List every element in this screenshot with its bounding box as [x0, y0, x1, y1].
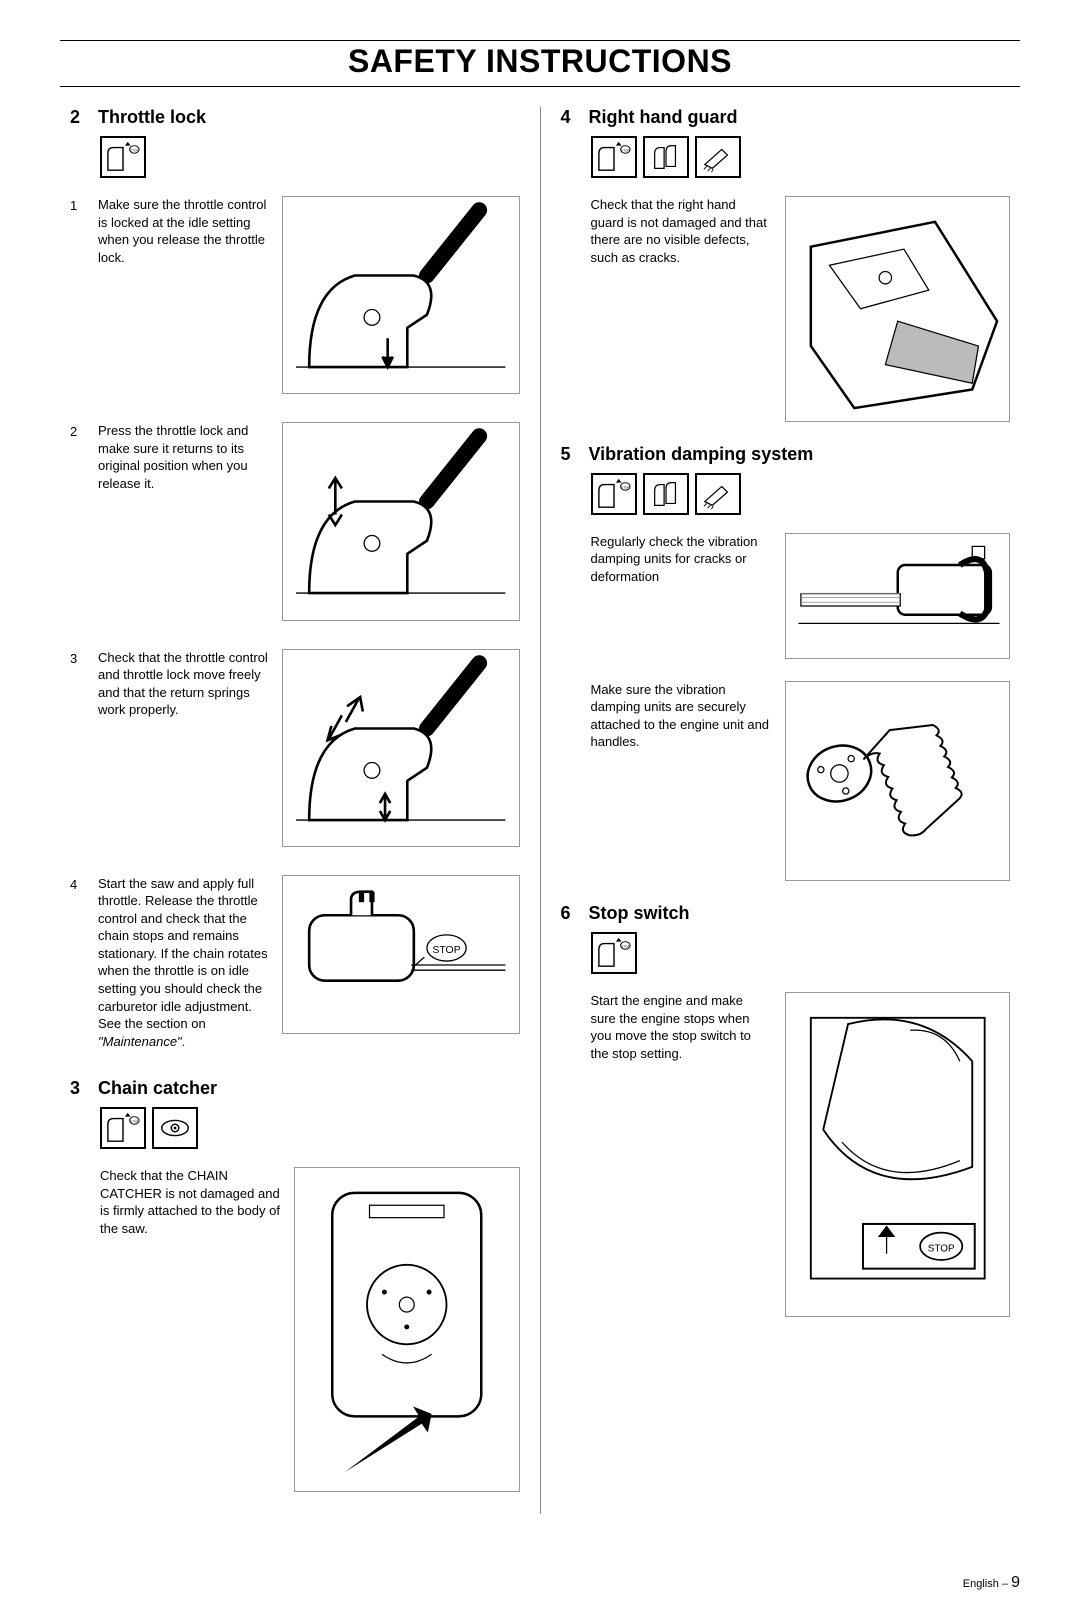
section-number: 5 — [561, 444, 575, 465]
throttle-figure-1 — [282, 196, 520, 394]
page-footer: English – 9 — [60, 1574, 1020, 1592]
throttle-figure-3 — [282, 649, 520, 847]
throttle-item-1: 1 Make sure the throttle control is lock… — [70, 196, 520, 394]
section-4-heading: 4 Right hand guard — [561, 107, 1011, 128]
vibration-figure-1 — [785, 533, 1011, 659]
svg-text:STOP: STOP — [927, 1244, 954, 1255]
vibration-text-1: Regularly check the vibration damping un… — [591, 533, 771, 586]
section-title: Vibration damping system — [589, 444, 814, 465]
section-4-icons: STOP — [591, 136, 1011, 178]
section-number: 4 — [561, 107, 575, 128]
right-column: 4 Right hand guard STOP Check that the r… — [541, 107, 1021, 1514]
footer-language: English – — [963, 1578, 1011, 1590]
item-text: Check that the throttle control and thro… — [98, 649, 268, 719]
section-3-heading: 3 Chain catcher — [70, 1078, 520, 1099]
throttle-item-3: 3 Check that the throttle control and th… — [70, 649, 520, 847]
brush-clean-icon — [695, 473, 741, 515]
stop-switch-figure: STOP — [785, 992, 1011, 1317]
item-text: Start the saw and apply full throttle. R… — [98, 875, 268, 1050]
manual-stop-icon: STOP — [591, 932, 637, 974]
item-text: Make sure the throttle control is locked… — [98, 196, 268, 266]
two-column-layout: 2 Throttle lock STOP 1 Make sure the thr… — [60, 107, 1020, 1514]
section-3-icons: STOP — [100, 1107, 520, 1149]
manual-stop-icon: STOP — [591, 136, 637, 178]
section-title: Stop switch — [589, 903, 690, 924]
eye-inspect-icon — [152, 1107, 198, 1149]
item-number: 3 — [70, 649, 84, 666]
svg-text:STOP: STOP — [621, 148, 629, 152]
section-title: Chain catcher — [98, 1078, 217, 1099]
svg-text:STOP: STOP — [432, 945, 460, 956]
hand-guard-row: Check that the right hand guard is not d… — [561, 196, 1011, 422]
manual-stop-icon: STOP — [100, 136, 146, 178]
vibration-row-1: Regularly check the vibration damping un… — [561, 533, 1011, 659]
page-title: SAFETY INSTRUCTIONS — [60, 40, 1020, 87]
section-number: 3 — [70, 1078, 84, 1099]
svg-text:STOP: STOP — [621, 945, 629, 949]
section-title: Right hand guard — [589, 107, 738, 128]
svg-text:STOP: STOP — [130, 148, 138, 152]
vibration-figure-2 — [785, 681, 1011, 882]
vibration-row-2: Make sure the vibration damping units ar… — [561, 681, 1011, 882]
section-2-icons: STOP — [100, 136, 520, 178]
item-text: Press the throttle lock and make sure it… — [98, 422, 268, 492]
section-5-heading: 5 Vibration damping system — [561, 444, 1011, 465]
item-number: 2 — [70, 422, 84, 439]
hand-guard-figure — [785, 196, 1011, 422]
svg-text:STOP: STOP — [621, 485, 629, 489]
section-number: 2 — [70, 107, 84, 128]
throttle-item-4: 4 Start the saw and apply full throttle.… — [70, 875, 520, 1050]
throttle-item-2: 2 Press the throttle lock and make sure … — [70, 422, 520, 620]
throttle-figure-4: STOP — [282, 875, 520, 1034]
vibration-text-2: Make sure the vibration damping units ar… — [591, 681, 771, 751]
throttle-figure-2 — [282, 422, 520, 620]
svg-text:STOP: STOP — [130, 1120, 138, 1124]
chain-catcher-text: Check that the CHAIN CATCHER is not dama… — [100, 1167, 280, 1237]
manual-stop-icon: STOP — [100, 1107, 146, 1149]
manual-stop-icon: STOP — [591, 473, 637, 515]
chain-catcher-figure — [294, 1167, 520, 1492]
stop-switch-text: Start the engine and make sure the engin… — [591, 992, 771, 1062]
item-number: 4 — [70, 875, 84, 892]
brush-clean-icon — [695, 136, 741, 178]
item-number: 1 — [70, 196, 84, 213]
section-number: 6 — [561, 903, 575, 924]
section-6-icons: STOP — [591, 932, 1011, 974]
section-6-heading: 6 Stop switch — [561, 903, 1011, 924]
hand-guard-text: Check that the right hand guard is not d… — [591, 196, 771, 266]
stop-switch-row: Start the engine and make sure the engin… — [561, 992, 1011, 1317]
left-column: 2 Throttle lock STOP 1 Make sure the thr… — [60, 107, 541, 1514]
gloves-icon — [643, 136, 689, 178]
page-number: 9 — [1011, 1574, 1020, 1591]
gloves-icon — [643, 473, 689, 515]
section-2-heading: 2 Throttle lock — [70, 107, 520, 128]
chain-catcher-row: Check that the CHAIN CATCHER is not dama… — [70, 1167, 520, 1492]
section-title: Throttle lock — [98, 107, 206, 128]
section-5-icons: STOP — [591, 473, 1011, 515]
